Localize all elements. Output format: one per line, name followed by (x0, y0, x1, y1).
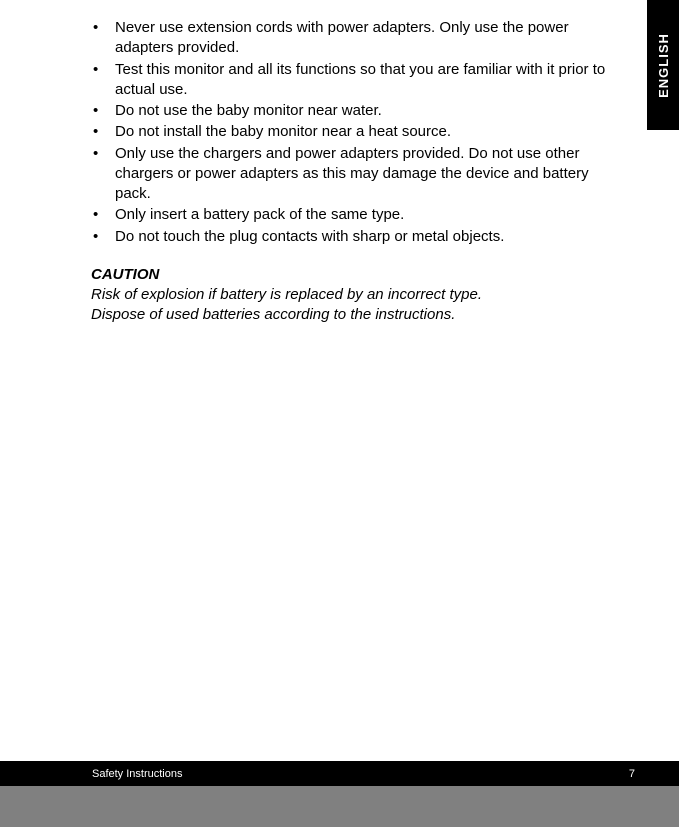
caution-line: Dispose of used batteries according to t… (91, 305, 619, 325)
footer-bar: Safety Instructions 7 (0, 761, 679, 786)
list-item: Do not use the baby monitor near water. (93, 101, 619, 121)
language-tab: ENGLISH (647, 0, 679, 130)
caution-title: CAUTION (91, 265, 619, 285)
footer-section-title: Safety Instructions (92, 768, 183, 780)
safety-bullet-list: Never use extension cords with power ada… (85, 18, 619, 247)
footer-page-number: 7 (629, 768, 635, 780)
list-item: Test this monitor and all its functions … (93, 60, 619, 101)
caution-section: CAUTION Risk of explosion if battery is … (85, 265, 619, 326)
list-item: Do not touch the plug contacts with shar… (93, 227, 619, 247)
list-item: Do not install the baby monitor near a h… (93, 122, 619, 142)
list-item: Never use extension cords with power ada… (93, 18, 619, 59)
language-tab-label: ENGLISH (656, 33, 671, 98)
list-item: Only use the chargers and power adapters… (93, 144, 619, 205)
caution-line: Risk of explosion if battery is replaced… (91, 285, 619, 305)
page-content: Never use extension cords with power ada… (0, 0, 679, 326)
list-item: Only insert a battery pack of the same t… (93, 205, 619, 225)
